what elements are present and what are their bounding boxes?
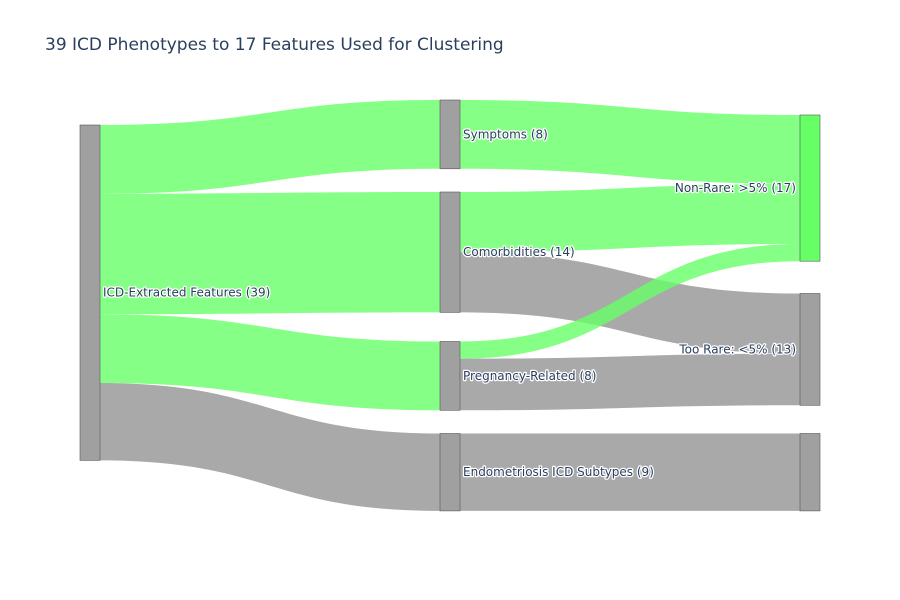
link-icd-to-comorbidities — [100, 192, 440, 315]
chart-title: 39 ICD Phenotypes to 17 Features Used fo… — [45, 35, 504, 55]
node-endo_out — [799, 433, 821, 512]
node-label-icd: ICD-Extracted Features (39) — [103, 286, 270, 300]
node-toorare — [799, 293, 821, 406]
node-pregnancy — [439, 341, 461, 411]
node-label-endo: Endometriosis ICD Subtypes (9) — [463, 465, 654, 479]
labels-layer: ICD-Extracted Features (39) Symptoms (8) C… — [102, 126, 798, 480]
node-label-toorare: Too Rare: <5% (13) — [678, 342, 796, 356]
link-comorbidities-to-nonrare — [460, 183, 800, 253]
link-endo-to-endo_out — [460, 433, 800, 511]
node-endo — [439, 433, 461, 512]
nodes-layer — [79, 99, 821, 512]
link-pregnancy-to-toorare — [460, 353, 800, 411]
node-nonrare — [799, 114, 821, 262]
node-label-nonrare: Non-Rare: >5% (17) — [675, 181, 796, 195]
node-symptoms — [439, 99, 461, 170]
node-comorbidities — [439, 191, 461, 313]
link-symptoms-to-nonrare — [460, 100, 800, 184]
node-label-comorbidities: Comorbidities (14) — [463, 245, 575, 259]
link-icd-to-symptoms — [100, 100, 440, 194]
link-icd-to-pregnancy — [100, 314, 440, 411]
node-label-symptoms: Symptoms (8) — [463, 127, 548, 141]
link-pregnancy-to-nonrare — [460, 244, 800, 359]
link-icd-to-endo — [100, 383, 440, 511]
node-icd — [79, 124, 101, 461]
links-layer — [100, 100, 800, 511]
node-label-pregnancy: Pregnancy-Related (8) — [463, 369, 596, 383]
